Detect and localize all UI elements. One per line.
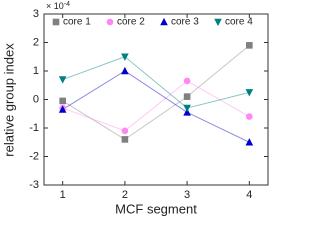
data-point xyxy=(246,113,253,120)
x-tick-label: 1 xyxy=(60,189,66,201)
legend-marker xyxy=(160,17,168,26)
data-point xyxy=(58,76,67,84)
y-axis-label: relative group index xyxy=(1,43,16,157)
y-scale-exponent: -4 xyxy=(64,1,70,8)
legend-marker xyxy=(52,18,60,26)
data-point xyxy=(183,93,191,100)
data-point xyxy=(183,77,191,85)
plot-frame xyxy=(43,13,269,186)
data-point xyxy=(245,89,254,97)
data-point xyxy=(121,136,129,143)
data-point xyxy=(121,53,129,61)
data-point xyxy=(121,127,129,135)
chart: relative group index MCF segment × 10-4 … xyxy=(1,1,269,216)
y-scale-label: × 10-4 xyxy=(46,1,70,12)
x-axis-label: MCF segment xyxy=(115,201,197,216)
data-point xyxy=(246,42,253,49)
y-tick-label: 2 xyxy=(33,36,39,48)
y-tick-label: -3 xyxy=(29,179,39,191)
x-tick-label: 2 xyxy=(122,189,128,201)
series-line xyxy=(62,70,250,143)
y-tick-label: -2 xyxy=(29,150,39,162)
y-tick-label: 1 xyxy=(33,65,39,77)
legend-label: core 2 xyxy=(117,17,145,28)
data-point xyxy=(121,66,129,75)
y-scale-base: × 10 xyxy=(46,1,64,11)
data-point xyxy=(59,97,66,105)
data-point xyxy=(245,138,254,146)
series-line xyxy=(62,80,250,132)
series-line xyxy=(62,56,250,109)
legend-marker xyxy=(214,18,222,27)
series-line xyxy=(62,44,250,140)
x-tick-label: 4 xyxy=(246,189,252,201)
legend-label: core 1 xyxy=(63,17,91,28)
y-tick-label: -1 xyxy=(29,122,39,134)
legend-label: core 3 xyxy=(171,17,199,28)
data-point xyxy=(183,104,191,113)
y-tick-label: 3 xyxy=(33,8,39,20)
y-tick-label: 0 xyxy=(33,93,39,105)
data-point xyxy=(58,105,67,113)
x-tick-label: 3 xyxy=(184,189,190,201)
page: {"chart_data": {"type": "line", "y_label… xyxy=(1,0,269,217)
legend-marker xyxy=(106,18,114,26)
legend-label: core 4 xyxy=(225,17,253,28)
